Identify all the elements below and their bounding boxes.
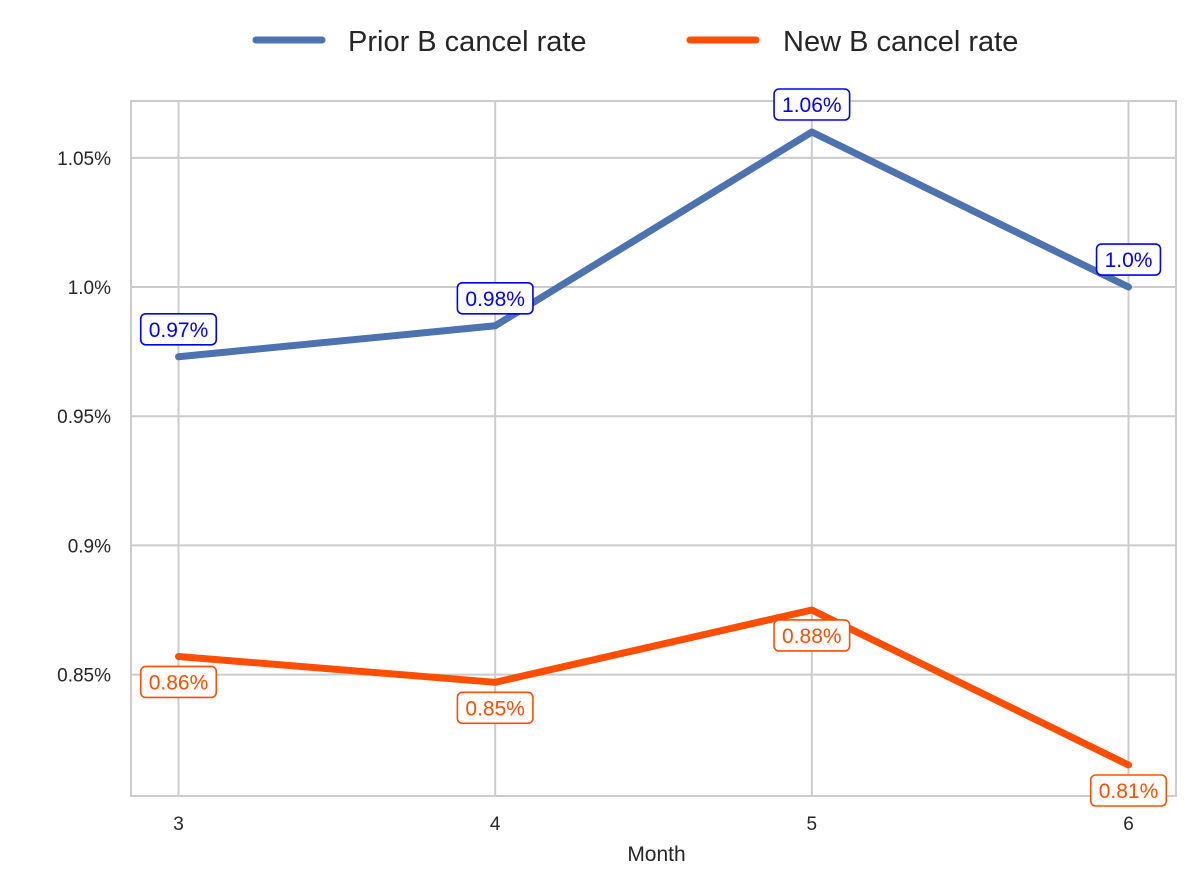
legend-item: Prior B cancel rate [252, 26, 587, 58]
legend-label: Prior B cancel rate [348, 26, 587, 58]
legend-item: New B cancel rate [686, 26, 1018, 58]
y-tick-label: 0.85% [57, 666, 111, 687]
data-label-text: 0.86% [149, 671, 209, 694]
data-label: 0.98% [456, 281, 534, 315]
data-label-text: 0.81% [1099, 780, 1159, 803]
data-label-box [139, 312, 218, 346]
grid [131, 101, 1176, 796]
data-label: 0.81% [1089, 774, 1168, 807]
data-label-box [773, 619, 851, 652]
y-tick-label: 0.95% [57, 407, 111, 428]
data-label-box [139, 665, 218, 699]
data-label-box [456, 691, 534, 725]
x-tick-label: 4 [490, 814, 501, 835]
x-axis-label: Month [627, 843, 685, 866]
data-labels: 0.97% 0.98% 1.06% 1.0% 0.86% 0.85% 0.88% 0.81% [139, 88, 1168, 807]
legend: Prior B cancel rate New B cancel rate [252, 26, 1018, 58]
series-line-2 [175, 606, 1132, 769]
data-label-box [773, 88, 851, 121]
data-label-text: 0.88% [782, 625, 842, 648]
data-label: 0.97% [139, 312, 218, 346]
series-line-1 [175, 128, 1132, 361]
x-axis-ticks: 3 4 5 6 [173, 814, 1134, 835]
legend-label: New B cancel rate [783, 26, 1018, 58]
data-label-text: 0.85% [465, 697, 525, 720]
x-tick-label: 6 [1123, 814, 1134, 835]
data-label: 0.85% [456, 691, 534, 725]
y-axis-ticks: 0.85% 0.9% 0.95% 1.0% 1.05% [57, 149, 111, 687]
series-lines [175, 128, 1132, 769]
data-label: 0.86% [139, 665, 218, 699]
data-label-box [1089, 774, 1168, 807]
data-label-text: 1.0% [1105, 249, 1153, 272]
data-label-text: 0.97% [149, 319, 209, 342]
data-label: 1.0% [1095, 243, 1162, 276]
data-label: 1.06% [773, 88, 851, 121]
y-tick-label: 1.0% [68, 278, 111, 299]
data-label: 0.88% [773, 619, 851, 652]
y-tick-label: 1.05% [57, 149, 111, 170]
x-tick-label: 3 [173, 814, 184, 835]
data-label-box [1095, 243, 1162, 276]
data-label-text: 0.98% [465, 288, 525, 311]
plot-frame [130, 100, 1177, 797]
x-tick-label: 5 [807, 814, 818, 835]
data-label-box [456, 281, 534, 315]
y-tick-label: 0.9% [68, 536, 111, 557]
data-label-text: 1.06% [782, 94, 842, 117]
